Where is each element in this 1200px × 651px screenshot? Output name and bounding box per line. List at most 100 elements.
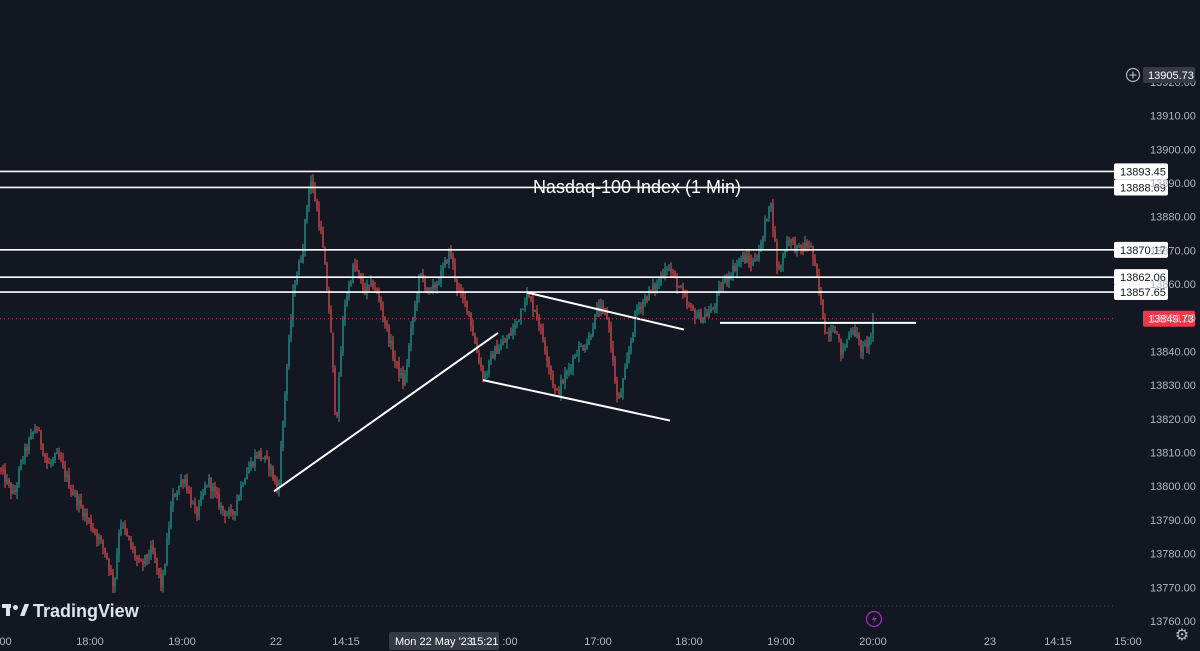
candle-body [522, 308, 524, 310]
candle-body [130, 539, 132, 547]
candle-body [222, 505, 224, 511]
candle-body [158, 568, 160, 574]
candle-body [734, 265, 736, 272]
candle-body [668, 268, 670, 270]
candle-body [480, 362, 482, 368]
crosshair-price-group: 13905.73 [1125, 67, 1195, 83]
candle-body [98, 537, 100, 540]
candle-body [460, 290, 462, 292]
candle-body [670, 268, 672, 273]
candle-body [258, 450, 260, 458]
candle-body [826, 332, 828, 334]
candle-body [126, 530, 128, 536]
candle-body [328, 290, 330, 310]
level-lines-group[interactable]: 13893.45 13888.69 13870.17 13862.06 13857.65 [0, 163, 1168, 301]
candle-body [302, 249, 304, 262]
candle-body [816, 264, 818, 276]
candle-body [602, 305, 604, 309]
candle-body [506, 338, 508, 343]
candle-body [358, 270, 360, 274]
candle-body [122, 524, 124, 526]
candle-body [780, 264, 782, 269]
candle-body [386, 323, 388, 327]
candle-body [148, 556, 150, 559]
candle-body [260, 450, 262, 458]
candle-body [268, 457, 270, 470]
candle-body [338, 376, 340, 416]
candle-body [88, 518, 90, 520]
candle-body [682, 287, 684, 293]
candle-body [86, 513, 88, 519]
candle-body [174, 494, 176, 497]
candle-body [558, 389, 560, 395]
candle-body [518, 319, 520, 322]
candle-body [562, 380, 564, 383]
candle-body [292, 291, 294, 321]
candle-body [250, 462, 252, 468]
candle-body [418, 275, 420, 297]
candle-body [144, 554, 146, 564]
candle-body [374, 288, 376, 290]
candle-body [392, 340, 394, 358]
candle-body [372, 280, 374, 289]
candle-body [264, 456, 266, 459]
gear-icon[interactable]: ⚙ [1174, 625, 1190, 644]
crosshair-price-label: 13905.73 [1148, 70, 1194, 82]
candle-body [490, 354, 492, 361]
y-tick-label: 13880.00 [1150, 212, 1196, 224]
candle-body [860, 339, 862, 353]
candle-body [176, 492, 178, 497]
x-axis[interactable]: :00 18:00 19:00 22 14:15:00 17:00 18:00 19:00 20… [0, 636, 1142, 648]
candle-body [530, 297, 532, 301]
candle-body [146, 554, 148, 559]
candle-body [206, 485, 208, 487]
candle-body [502, 341, 504, 345]
candle-body [462, 291, 464, 297]
candle-body [700, 312, 702, 323]
candle-body [244, 478, 246, 485]
candle-body [272, 466, 274, 479]
lightning-icon[interactable] [865, 610, 883, 628]
candle-body [762, 237, 764, 243]
candle-body [872, 318, 874, 335]
candle-body [108, 559, 110, 571]
candle-body [622, 379, 624, 393]
candle-body [288, 338, 290, 367]
y-tick-label: 13810.00 [1150, 448, 1196, 460]
level-price-label: 13857.65 [1120, 287, 1166, 299]
candle-body [10, 483, 12, 494]
candle-body [112, 572, 114, 587]
candle-body [188, 490, 190, 492]
trend-line[interactable] [273, 332, 499, 493]
trend-line[interactable] [526, 291, 685, 331]
candle-body [154, 552, 156, 559]
candle-body [94, 530, 96, 534]
candle-body [184, 479, 186, 484]
candle-body [870, 334, 872, 338]
candle-body [538, 317, 540, 327]
candle-body [592, 329, 594, 336]
candle-body [300, 261, 302, 263]
candle-body [72, 490, 74, 495]
trendline-group[interactable] [273, 291, 916, 493]
candle-body [408, 345, 410, 365]
y-tick-label: 13760.00 [1150, 616, 1196, 628]
y-tick-label: 13890.00 [1150, 178, 1196, 190]
candle-body [488, 360, 490, 373]
y-tick-label: 13780.00 [1150, 549, 1196, 561]
candle-body [660, 275, 662, 283]
candle-body [524, 301, 526, 309]
candle-body [48, 462, 50, 464]
y-axis[interactable]: 13760.00 13770.00 13780.00 13790.00 13800.00… [1150, 77, 1196, 628]
candle-body [230, 509, 232, 511]
candle-body [432, 284, 434, 289]
candle-body [36, 429, 38, 431]
candle-body [128, 535, 130, 540]
candle-body [406, 364, 408, 376]
candle-body [478, 353, 480, 363]
candle-body [626, 359, 628, 369]
trend-line[interactable] [482, 379, 671, 422]
candle-body [438, 283, 440, 285]
plus-circle-icon[interactable] [1125, 67, 1141, 83]
